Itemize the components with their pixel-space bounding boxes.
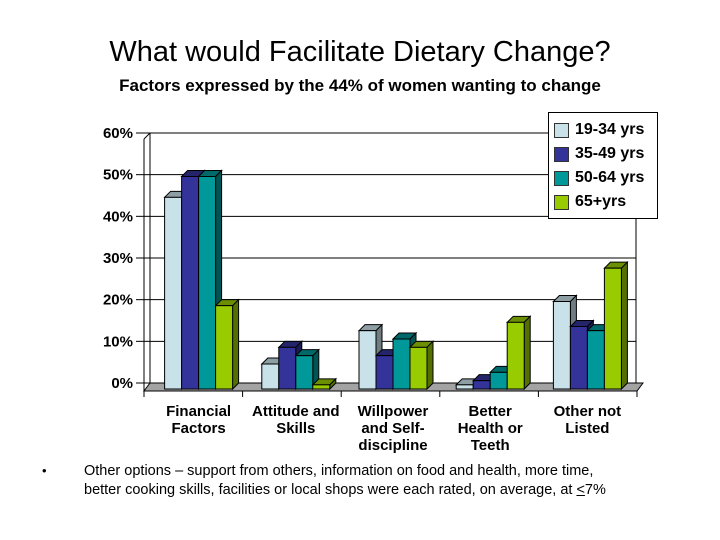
bar-front-face — [164, 196, 183, 390]
legend-color-swatch — [554, 170, 569, 186]
x-axis-label: Listed — [565, 420, 609, 437]
bar-front-face — [409, 346, 428, 390]
x-axis-label: Willpower — [358, 403, 429, 420]
legend-label: 19-34 yrs — [575, 121, 645, 138]
legend-item: 50-64 yrs — [554, 166, 653, 190]
x-axis-label: Other not — [554, 403, 622, 420]
bar-front-face — [552, 301, 571, 390]
bar-front-face — [586, 330, 605, 390]
footnote-line2-suffix: 7% — [584, 482, 606, 498]
bar — [311, 377, 338, 391]
legend-item: 65+yrs — [554, 190, 653, 214]
bar-side-face — [426, 340, 434, 391]
legend-color-swatch — [554, 122, 569, 138]
x-axis-label: Health or — [458, 420, 523, 437]
slide-subtitle: Factors expressed by the 44% of women wa… — [119, 76, 601, 95]
y-axis-label: 60% — [103, 125, 133, 142]
bar-front-face — [312, 384, 331, 390]
chart-wall-top — [143, 132, 151, 140]
bar-front-face — [489, 371, 508, 390]
x-axis-label: discipline — [358, 437, 427, 454]
bar-front-face — [295, 355, 314, 390]
legend-color-swatch — [554, 146, 569, 162]
bar-group — [454, 315, 532, 391]
bar-group — [163, 169, 240, 391]
bar-group — [552, 260, 629, 391]
bar — [603, 260, 629, 391]
y-axis-label: 10% — [103, 333, 133, 350]
y-axis-label: 40% — [103, 208, 133, 225]
bar-front-face — [215, 305, 234, 390]
y-axis-label: 50% — [103, 167, 133, 184]
bar-front-face — [506, 321, 525, 390]
chart-legend: 19-34 yrs 35-49 yrs 50-64 yrs 65+yrs — [548, 112, 658, 219]
bar-front-face — [261, 363, 280, 390]
bar — [294, 348, 321, 391]
bar-front-face — [375, 355, 394, 390]
bar-side-face — [232, 298, 240, 391]
legend-item: 19-34 yrs — [554, 118, 653, 142]
legend-item: 35-49 yrs — [554, 142, 653, 166]
y-axis-label: 20% — [103, 292, 133, 309]
bar-front-face — [392, 338, 411, 390]
footnote-underlined: < — [576, 482, 585, 498]
footnote-line1: Other options – support from others, inf… — [84, 463, 594, 479]
bar-group — [260, 340, 338, 391]
bar-front-face — [358, 330, 377, 390]
bar-front-face — [472, 380, 491, 390]
x-axis-label: Financial — [166, 403, 231, 420]
footnote-text: Other options – support from others, inf… — [84, 462, 688, 500]
bar-group — [357, 323, 435, 391]
x-axis-label: Factors — [172, 420, 226, 437]
slide-title: What would Facilitate Dietary Change? — [109, 36, 611, 68]
bar-side-face — [523, 315, 531, 391]
bar — [214, 298, 240, 391]
bar-front-face — [603, 267, 622, 390]
x-axis-label: Skills — [276, 420, 315, 437]
x-axis-label: Teeth — [471, 437, 510, 454]
y-axis-label: 30% — [103, 250, 133, 267]
bar-front-face — [181, 176, 200, 390]
bar-front-face — [569, 326, 588, 390]
bar — [505, 315, 532, 391]
footnote-bullet: • Other options – support from others, i… — [38, 462, 688, 500]
x-axis-label: Better — [469, 403, 513, 420]
x-axis-label: and Self- — [361, 420, 424, 437]
footnote-line2: better cooking skills, facilities or loc… — [84, 482, 577, 498]
legend-label: 35-49 yrs — [575, 145, 645, 162]
x-axis-label: Attitude and — [252, 403, 340, 420]
bar — [408, 340, 435, 391]
bar-side-face — [620, 260, 628, 391]
bar-front-face — [455, 384, 474, 390]
bullet-marker: • — [42, 463, 47, 478]
legend-label: 50-64 yrs — [575, 169, 645, 186]
bar-front-face — [198, 176, 217, 390]
legend-color-swatch — [554, 194, 569, 210]
legend-label: 65+yrs — [575, 193, 627, 210]
bar-front-face — [278, 346, 297, 390]
y-axis-label: 0% — [111, 375, 133, 392]
